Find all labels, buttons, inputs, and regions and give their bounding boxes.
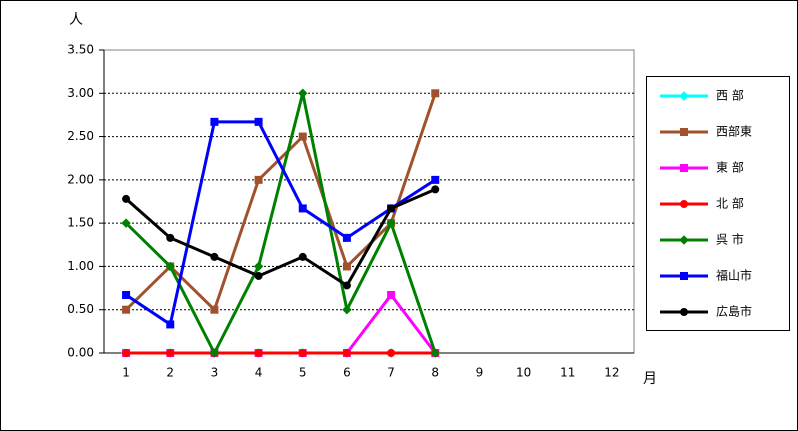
x-tick-label: 8: [431, 366, 439, 380]
point: [210, 117, 219, 126]
y-axis-label: 人: [69, 12, 83, 28]
series-line: [125, 92, 437, 357]
legend-label: 呉 市: [716, 232, 744, 247]
y-tick-label: 0.50: [67, 302, 94, 316]
point: [166, 320, 175, 329]
point: [387, 204, 396, 213]
legend-marker: [680, 308, 688, 316]
legend-label: 西 部: [716, 88, 744, 103]
legend-label: 広島市: [716, 304, 752, 319]
point: [210, 252, 219, 261]
point: [165, 261, 175, 272]
point: [342, 349, 351, 357]
series-line: [125, 92, 437, 313]
point: [254, 175, 263, 184]
x-tick-label: 2: [166, 366, 174, 380]
point: [298, 132, 307, 141]
point: [254, 349, 263, 357]
y-tick-label: 2.00: [67, 172, 94, 186]
legend-label: 福山市: [716, 268, 752, 283]
point: [387, 290, 396, 299]
point: [122, 194, 131, 203]
point: [431, 185, 440, 194]
point: [210, 305, 219, 314]
y-tick-label: 3.00: [67, 86, 94, 100]
point: [122, 305, 131, 314]
point: [431, 175, 440, 184]
x-tick-label: 12: [604, 366, 619, 380]
legend-marker: [680, 128, 688, 136]
point: [342, 262, 351, 271]
point: [209, 348, 220, 358]
point: [253, 261, 264, 272]
point: [298, 349, 307, 357]
legend-marker: [679, 91, 689, 101]
x-tick-label: 7: [387, 366, 395, 380]
x-tick-label: 3: [211, 366, 219, 380]
x-tick-label: 5: [299, 366, 307, 380]
point: [166, 233, 175, 242]
x-tick-label: 9: [476, 366, 484, 380]
point: [121, 218, 131, 228]
legend-marker: [680, 272, 688, 280]
x-tick-label: 1: [122, 366, 130, 380]
point: [342, 233, 351, 242]
point: [298, 88, 308, 98]
x-tick-label: 10: [516, 366, 531, 380]
series-line: [125, 188, 436, 288]
legend-label: 東 部: [716, 160, 744, 175]
point: [298, 204, 307, 213]
point: [431, 89, 440, 98]
legend-marker: [679, 235, 689, 245]
point: [298, 252, 307, 261]
point: [386, 218, 396, 228]
point: [387, 349, 396, 357]
point: [254, 117, 263, 126]
legend-label: 北 部: [716, 196, 744, 211]
x-tick-label: 6: [343, 366, 351, 380]
point: [430, 348, 440, 358]
point: [166, 349, 175, 357]
x-tick-label: 11: [560, 366, 575, 380]
y-tick-label: 0.00: [67, 346, 94, 360]
point: [254, 271, 263, 280]
x-axis-label: 月: [643, 371, 657, 387]
legend-label: 西部東: [716, 124, 752, 139]
y-tick-label: 1.50: [67, 216, 94, 230]
legend-marker: [680, 200, 688, 208]
x-tick-label: 4: [255, 366, 263, 380]
plot-area: [103, 49, 635, 354]
point: [122, 349, 131, 357]
point: [342, 305, 352, 315]
y-tick-label: 3.50: [67, 43, 94, 57]
series-line: [125, 120, 437, 327]
y-tick-label: 2.50: [67, 129, 94, 143]
point: [342, 281, 351, 290]
legend-marker: [680, 164, 688, 172]
point: [122, 290, 131, 299]
y-tick-label: 1.00: [67, 259, 94, 273]
